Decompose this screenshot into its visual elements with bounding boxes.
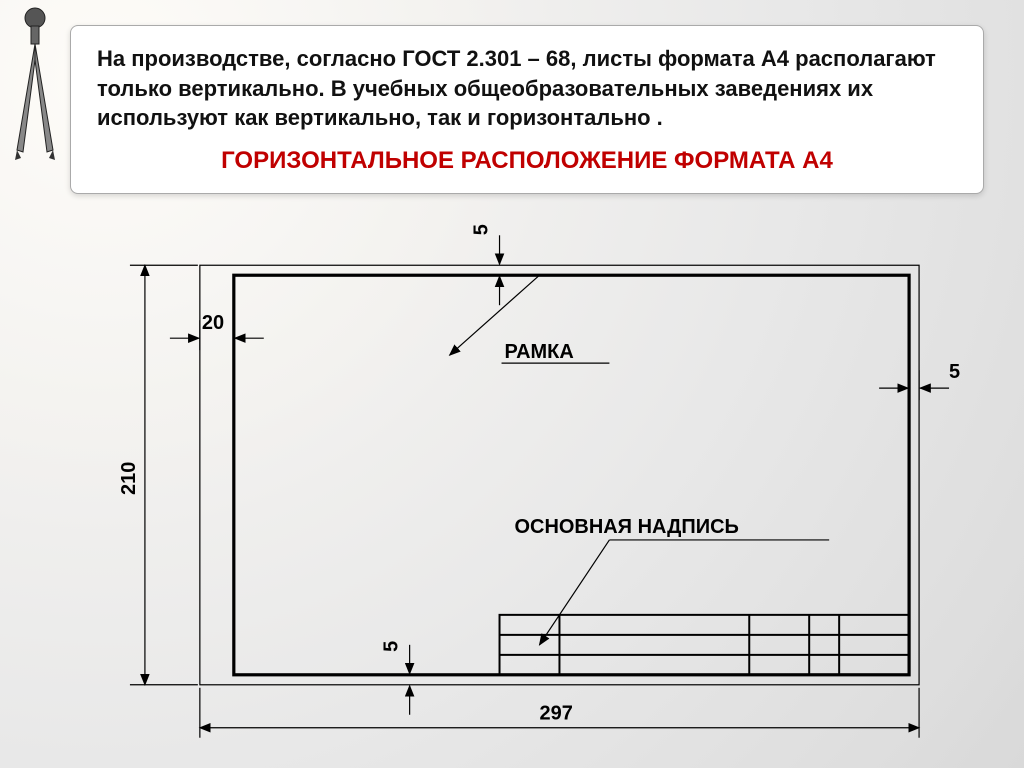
section-title: ГОРИЗОНТАЛЬНОЕ РАСПОЛОЖЕНИЕ ФОРМАТА А4 <box>97 147 957 175</box>
leader-titleblock: ОСНОВНАЯ НАДПИСЬ <box>515 516 830 645</box>
svg-text:297: 297 <box>539 703 572 725</box>
svg-text:5: 5 <box>471 224 493 235</box>
dim-bottom-margin: 5 <box>381 641 410 715</box>
svg-text:5: 5 <box>949 361 960 383</box>
svg-text:ОСНОВНАЯ НАДПИСЬ: ОСНОВНАЯ НАДПИСЬ <box>515 516 739 538</box>
svg-text:20: 20 <box>202 312 224 334</box>
dim-left-margin: 20 <box>170 312 264 350</box>
svg-text:РАМКА: РАМКА <box>505 341 574 363</box>
compass-icon <box>5 0 65 160</box>
paragraph: На производстве, согласно ГОСТ 2.301 – 6… <box>97 44 957 133</box>
drawing-svg: 5 5 20 <box>70 220 984 758</box>
dim-width: 297 <box>200 688 919 738</box>
svg-text:210: 210 <box>118 462 140 495</box>
title-block <box>500 615 910 675</box>
text-card: На производстве, согласно ГОСТ 2.301 – 6… <box>70 25 984 194</box>
slide: На производстве, согласно ГОСТ 2.301 – 6… <box>0 0 1024 768</box>
leader-frame: РАМКА <box>450 275 630 363</box>
svg-text:5: 5 <box>381 641 403 652</box>
drawing-stage: 5 5 20 <box>70 220 984 758</box>
dim-height: 210 <box>118 265 198 685</box>
